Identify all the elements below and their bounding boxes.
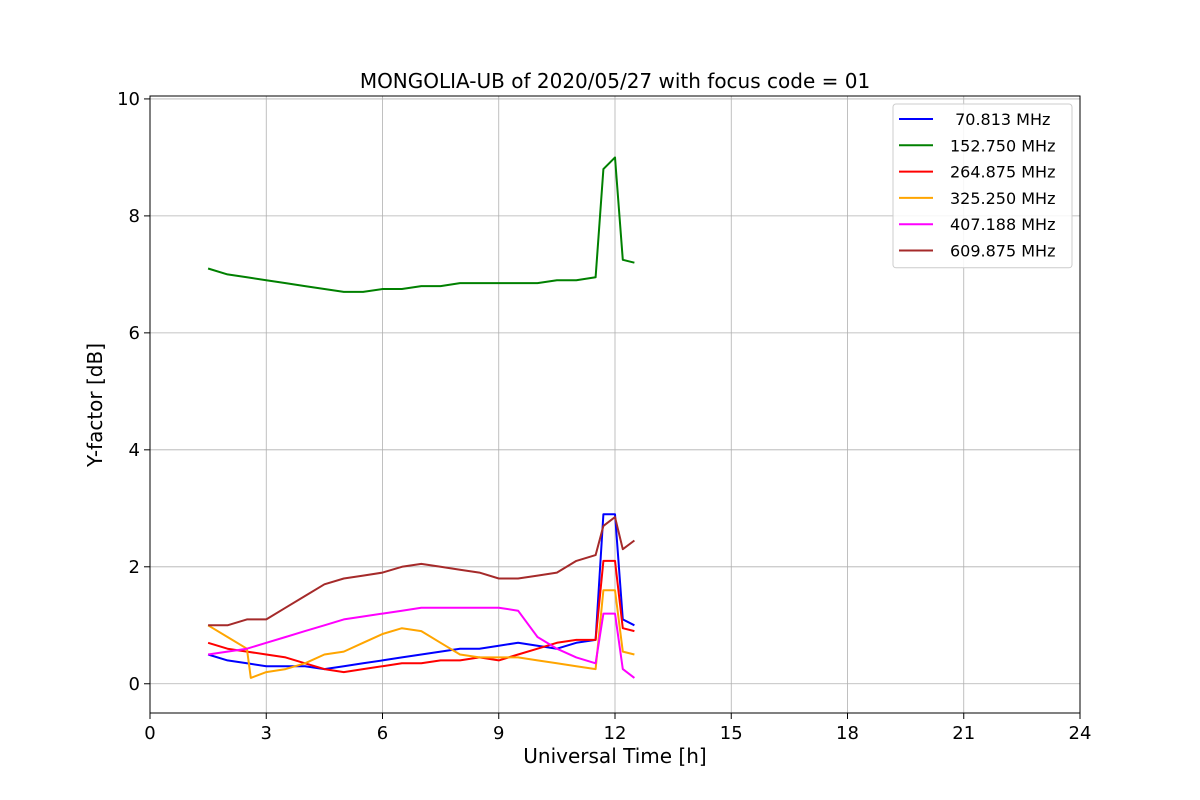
x-tick-label: 3: [261, 723, 272, 744]
y-tick-label: 4: [129, 440, 140, 461]
series-line-4: [207, 589, 635, 679]
y-axis-ticks: 0 2 4 6 8 10: [117, 89, 150, 695]
y-tick-label: 0: [129, 674, 140, 695]
legend-label: 264.875 MHz: [950, 163, 1055, 182]
legend-label: 407.188 MHz: [950, 215, 1055, 234]
chart-title: MONGOLIA-UB of 2020/05/27 with focus cod…: [360, 69, 870, 93]
y-tick-label: 2: [129, 557, 140, 578]
y-tick-label: 6: [129, 323, 140, 344]
series-line-3: [207, 559, 635, 674]
legend: 70.813 MHz 152.750 MHz 264.875 MHz 325.250 …: [892, 103, 1073, 269]
x-tick-label: 15: [720, 723, 743, 744]
y-axis-label: Y-factor [dB]: [83, 343, 107, 468]
x-tick-label: 0: [144, 723, 155, 744]
series-line-6: [208, 516, 636, 627]
x-tick-label: 24: [1069, 723, 1092, 744]
x-tick-label: 6: [377, 723, 388, 744]
legend-label: 70.813 MHz: [950, 110, 1050, 129]
series-line-2: [207, 156, 635, 293]
x-axis-label: Universal Time [h]: [523, 744, 706, 768]
x-tick-label: 9: [493, 723, 504, 744]
plot-series: [207, 156, 636, 679]
y-tick-label: 8: [129, 206, 140, 227]
x-tick-label: 21: [952, 723, 975, 744]
legend-box: [892, 103, 1073, 269]
x-tick-label: 18: [836, 723, 859, 744]
legend-label: 325.250 MHz: [950, 189, 1055, 208]
x-axis-ticks: 0 3 6 9 12 15 18 21 24: [144, 713, 1091, 744]
legend-label: 152.750 MHz: [950, 136, 1055, 155]
legend-label: 609.875 MHz: [950, 242, 1055, 261]
series-line-5: [207, 606, 636, 679]
x-tick-label: 12: [604, 723, 627, 744]
y-tick-label: 10: [117, 89, 140, 110]
